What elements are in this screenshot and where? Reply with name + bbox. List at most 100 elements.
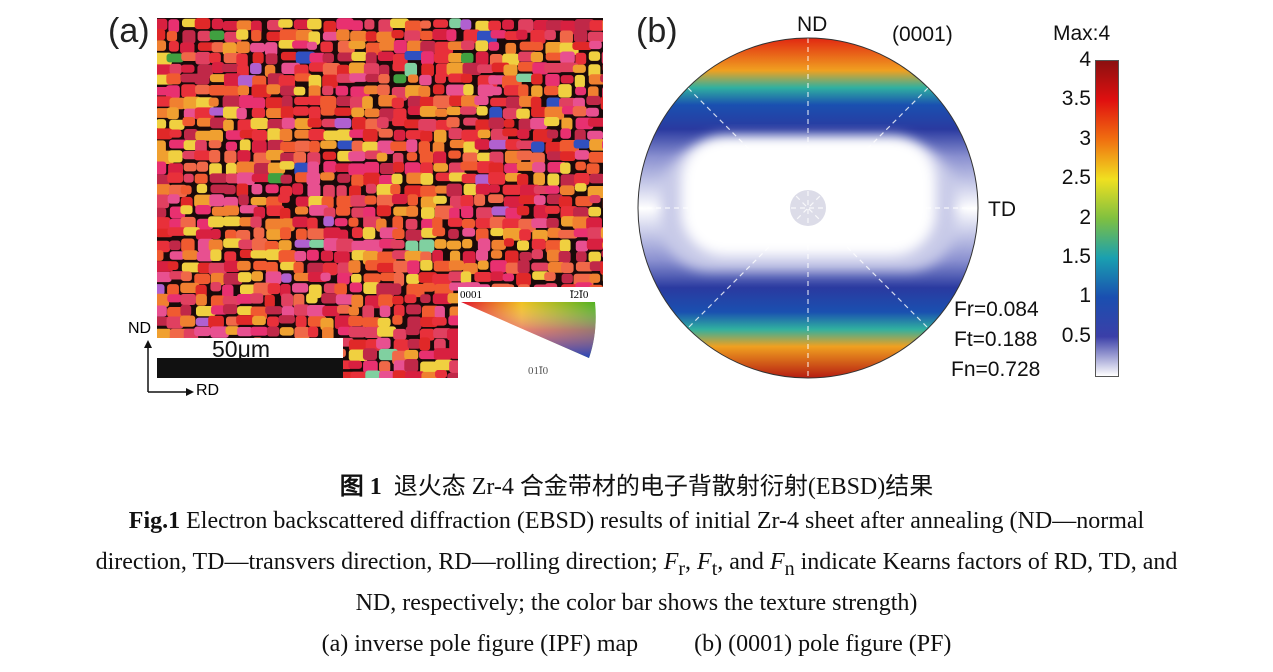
grain — [365, 42, 382, 56]
grain — [586, 95, 601, 105]
grain — [181, 238, 195, 253]
grain — [559, 185, 575, 196]
grain — [323, 227, 341, 240]
grain — [462, 251, 476, 265]
grain — [475, 40, 489, 52]
grain — [278, 75, 296, 88]
grain — [544, 106, 565, 120]
grain — [196, 183, 208, 194]
grain — [462, 239, 473, 249]
grain — [281, 273, 292, 283]
grain — [461, 218, 476, 229]
grain — [547, 262, 565, 273]
pf-plane-label: (0001) — [892, 23, 953, 46]
grain — [392, 117, 408, 127]
grain — [281, 95, 293, 110]
grain — [573, 228, 591, 238]
grain — [518, 118, 532, 131]
caption-text: F — [769, 549, 785, 575]
grain — [532, 41, 544, 51]
grain — [180, 304, 192, 317]
grain — [236, 293, 254, 304]
grain — [169, 129, 182, 138]
grain — [532, 229, 548, 242]
grain — [489, 216, 507, 230]
grain — [169, 240, 181, 251]
grain — [504, 163, 519, 174]
grain — [364, 195, 377, 205]
grain — [435, 370, 448, 378]
grain — [278, 250, 297, 264]
grain — [334, 251, 350, 264]
grain — [378, 128, 393, 138]
grain — [463, 262, 478, 275]
grain — [157, 140, 166, 154]
grain — [420, 196, 437, 209]
grain — [169, 63, 182, 75]
grain — [334, 118, 352, 129]
grain — [463, 29, 481, 44]
grain — [418, 141, 431, 155]
grain — [376, 31, 395, 43]
grain — [558, 229, 578, 239]
grain — [209, 194, 225, 207]
grain — [336, 185, 347, 198]
grain — [264, 42, 278, 56]
grain — [419, 106, 438, 117]
grain — [293, 293, 305, 308]
grain — [348, 62, 367, 75]
grain — [475, 249, 489, 262]
grain — [239, 95, 254, 109]
grain — [434, 283, 454, 297]
colorbar-tick-label: 2 — [1079, 205, 1091, 229]
grain — [460, 271, 472, 285]
grain — [181, 64, 195, 73]
grain — [334, 283, 347, 296]
grain — [488, 41, 500, 51]
grain — [236, 53, 248, 68]
colorbar-tick-label: 2.5 — [1061, 166, 1091, 190]
grain — [502, 184, 522, 195]
grain — [491, 239, 507, 250]
grain — [362, 128, 378, 142]
grain — [502, 108, 519, 119]
grain — [516, 150, 533, 161]
grain — [182, 250, 199, 260]
grain — [196, 161, 209, 172]
grain — [530, 51, 544, 63]
grain — [516, 161, 537, 171]
grain — [279, 128, 293, 142]
grain — [573, 29, 588, 43]
grain — [157, 207, 167, 218]
grain — [462, 62, 482, 75]
grain — [320, 250, 334, 262]
grain — [195, 130, 213, 141]
caption-sub-b: (b) (0001) pole figure (PF) — [694, 631, 952, 657]
grain — [393, 40, 407, 54]
grain — [208, 140, 222, 149]
grain — [279, 327, 294, 336]
grain — [335, 206, 351, 216]
grain — [393, 272, 405, 287]
grain — [392, 295, 404, 305]
grain — [363, 85, 379, 95]
grain — [334, 315, 353, 330]
grain — [322, 31, 339, 41]
grain — [182, 30, 196, 44]
grain — [561, 117, 573, 131]
grain — [572, 216, 591, 230]
grain — [531, 73, 543, 85]
grain — [502, 19, 514, 30]
grain — [448, 128, 463, 140]
grain — [561, 262, 574, 273]
grain — [490, 86, 502, 96]
grain — [420, 294, 431, 303]
grain — [404, 162, 421, 175]
grain — [545, 185, 560, 194]
grain — [421, 207, 435, 219]
grain — [505, 96, 523, 110]
colorbar-tick-label: 3 — [1079, 126, 1091, 150]
grain — [489, 106, 503, 121]
grain — [250, 293, 264, 304]
